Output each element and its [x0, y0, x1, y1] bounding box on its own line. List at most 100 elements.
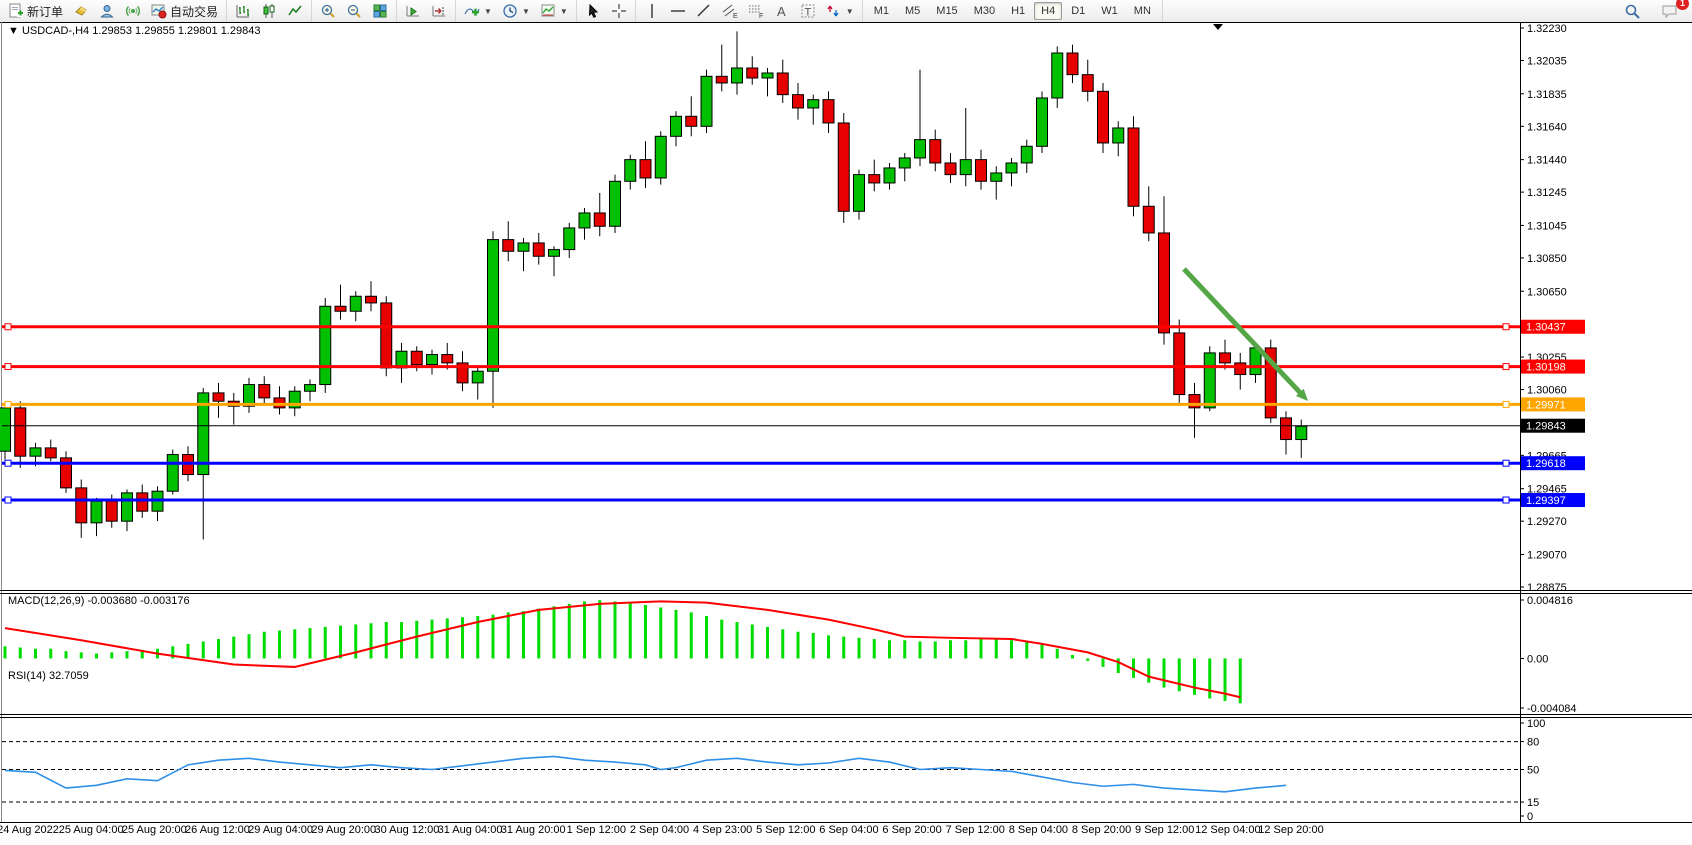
- line-handle[interactable]: [4, 363, 12, 371]
- equidistant-channel-tool[interactable]: E: [718, 1, 742, 21]
- autotrade-button[interactable]: 自动交易: [147, 1, 222, 22]
- line-handle[interactable]: [1502, 496, 1510, 504]
- community-button[interactable]: [95, 1, 119, 21]
- line-handle[interactable]: [1502, 459, 1510, 467]
- indicators-button[interactable]: ▼: [460, 1, 496, 21]
- timeframe-d1[interactable]: D1: [1071, 5, 1086, 17]
- timeframe-mn[interactable]: MN: [1133, 5, 1151, 17]
- rsi-tick-label: 100: [1527, 718, 1545, 730]
- candle: [121, 492, 133, 522]
- line-handle[interactable]: [4, 400, 12, 408]
- periods-icon: [503, 4, 517, 18]
- fibonacci-tool[interactable]: F: [744, 1, 768, 21]
- cursor-tool-button[interactable]: [581, 1, 605, 21]
- tile-windows-button[interactable]: [368, 1, 392, 21]
- chart-plot[interactable]: 1.32230 1.32035 1.31835 1.31640 1.31440 1.312…: [0, 22, 1692, 845]
- candle: [670, 115, 682, 137]
- time-axis-label: 2 Sep 04:00: [630, 824, 689, 836]
- trend-arrow-head[interactable]: [1296, 388, 1308, 401]
- zoom-in-button[interactable]: [316, 1, 340, 21]
- zoom-in-icon: [321, 4, 335, 18]
- bar-chart-button[interactable]: [231, 1, 255, 21]
- candle: [776, 72, 789, 96]
- timeframe-m15[interactable]: M15: [936, 5, 958, 17]
- rsi-line: [4, 755, 1287, 793]
- search-button[interactable]: [1620, 1, 1645, 22]
- candle: [822, 99, 835, 124]
- horizontal-line-icon: [670, 10, 685, 12]
- notification-badge: 1: [1676, 0, 1689, 10]
- time-axis-label: 24 Aug 2022: [0, 824, 59, 836]
- crosshair-tool-button[interactable]: [607, 1, 631, 21]
- time-axis-label: 1 Sep 12:00: [567, 824, 626, 836]
- templates-button[interactable]: ▼: [536, 1, 572, 21]
- time-axis-label: 4 Sep 23:00: [693, 824, 752, 836]
- candle: [1112, 127, 1125, 144]
- chart-title: ▼ USDCAD-,H4 1.29853 1.29855 1.29801 1.2…: [8, 25, 260, 37]
- candle: [441, 354, 454, 364]
- autotrade-label: 自动交易: [170, 4, 219, 19]
- line-handle[interactable]: [1502, 363, 1510, 371]
- candle: [0, 407, 11, 452]
- line-handle[interactable]: [1502, 323, 1510, 331]
- indicators-dropdown-arrow[interactable]: ▼: [484, 6, 492, 16]
- svg-text:T: T: [804, 7, 811, 19]
- timeframe-m30[interactable]: M30: [973, 5, 996, 17]
- templates-dropdown-arrow[interactable]: ▼: [559, 6, 568, 16]
- candle: [456, 362, 469, 384]
- timeframe-m5[interactable]: M5: [905, 5, 921, 17]
- macd-label: MACD(12,26,9) -0.003680 -0.003176: [8, 595, 190, 607]
- time-axis-label: 25 Aug 04:00: [59, 824, 124, 836]
- indicators-icon: [464, 8, 480, 16]
- candle: [1173, 332, 1186, 396]
- line-handle[interactable]: [4, 496, 12, 504]
- candle: [288, 390, 301, 409]
- horizontal-line-tool[interactable]: [666, 1, 690, 21]
- candle: [593, 212, 606, 227]
- chart-shift-marker[interactable]: [1213, 24, 1223, 30]
- trendline-tool[interactable]: [692, 1, 716, 21]
- line-handle[interactable]: [4, 459, 12, 467]
- chart-shift-button[interactable]: [427, 1, 451, 21]
- signals-button[interactable]: [121, 1, 145, 21]
- candle: [1158, 232, 1170, 334]
- price-tick-label: 1.31045: [1527, 220, 1567, 232]
- timeframe-h4[interactable]: H4: [1034, 2, 1063, 20]
- periods-button[interactable]: ▼: [498, 1, 534, 21]
- periods-dropdown-arrow[interactable]: ▼: [521, 6, 530, 16]
- time-axis-label: 31 Aug 04:00: [438, 824, 503, 836]
- timeframe-m1[interactable]: M1: [873, 5, 889, 17]
- text-icon: A: [777, 4, 786, 19]
- candle-chart-button[interactable]: [257, 1, 281, 21]
- styler-button[interactable]: [69, 1, 93, 21]
- vertical-line-tool[interactable]: [640, 1, 664, 21]
- candle: [578, 212, 591, 229]
- fibonacci-icon: F: [748, 5, 763, 19]
- line-chart-button[interactable]: [283, 1, 307, 21]
- time-axis-label: 6 Sep 20:00: [882, 824, 941, 836]
- arrows-tool[interactable]: ▼: [822, 1, 858, 21]
- price-tick-label: 1.31835: [1527, 89, 1567, 101]
- trend-arrow[interactable]: [1182, 267, 1303, 396]
- new-order-button[interactable]: 新订单: [4, 1, 67, 22]
- price-level-badge: [1521, 418, 1585, 433]
- candle: [349, 295, 362, 312]
- line-handle[interactable]: [4, 323, 12, 331]
- macd-signal-line: [4, 600, 1241, 699]
- candle: [715, 75, 728, 84]
- candle: [975, 159, 987, 182]
- arrows-dropdown-arrow[interactable]: ▼: [845, 6, 854, 16]
- text-tool[interactable]: A: [770, 1, 794, 21]
- notifications-button[interactable]: 1: [1657, 0, 1689, 21]
- timeframe-w1[interactable]: W1: [1101, 5, 1118, 17]
- candle: [1081, 74, 1094, 92]
- zoom-out-button[interactable]: [342, 1, 366, 21]
- chart-window: 1.32230 1.32035 1.31835 1.31640 1.31440 1.312…: [0, 22, 1692, 845]
- timeframe-h1[interactable]: H1: [1011, 5, 1026, 17]
- label-tool[interactable]: T: [796, 1, 820, 21]
- candle: [319, 305, 332, 386]
- auto-scroll-button[interactable]: [401, 1, 425, 21]
- line-handle[interactable]: [1502, 400, 1510, 408]
- one-click-trading-toggle[interactable]: ▼ USDCAD-,H4: [8, 25, 92, 37]
